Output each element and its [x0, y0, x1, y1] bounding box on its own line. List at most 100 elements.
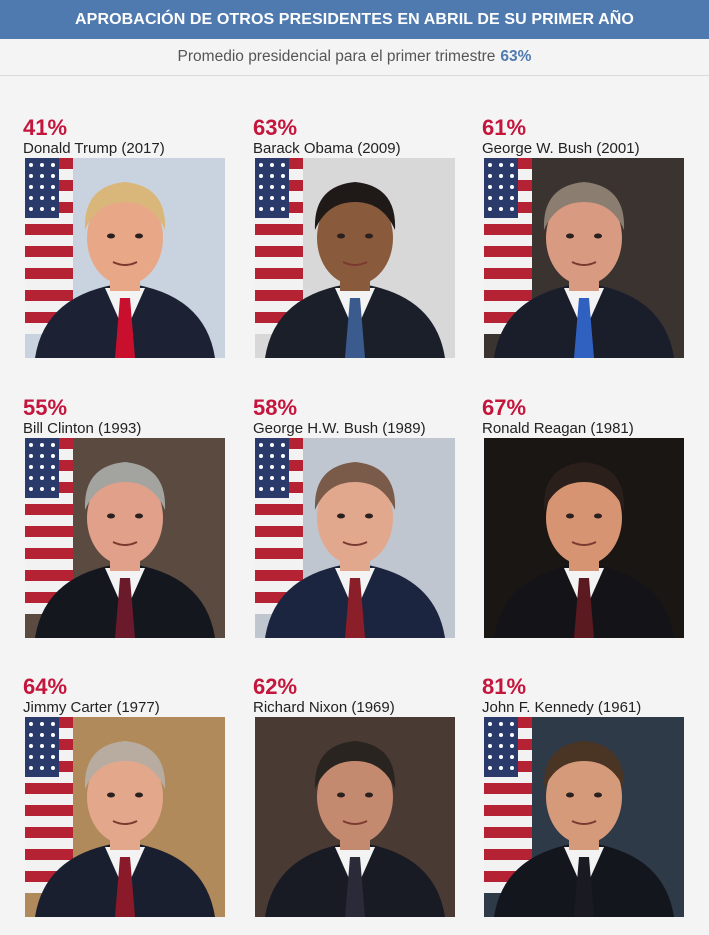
tie-shape — [115, 857, 135, 917]
hair-shape — [314, 462, 396, 510]
face-shape — [317, 750, 393, 844]
portrait-image — [25, 438, 225, 638]
tie-shape — [345, 578, 365, 638]
face-shape — [87, 191, 163, 285]
mouth — [112, 261, 138, 266]
portrait-image — [484, 717, 684, 917]
president-name: Barack Obama (2009) — [253, 140, 401, 157]
portrait-image — [255, 158, 455, 358]
eye-left — [337, 513, 345, 519]
hair-shape — [84, 741, 166, 789]
face-shape — [546, 191, 622, 285]
subtitle-text: Promedio presidencial para el primer tri… — [177, 48, 496, 65]
tie-shape — [574, 298, 594, 358]
tie-shape — [115, 578, 135, 638]
president-name: George H.W. Bush (1989) — [253, 420, 426, 437]
portrait-image — [25, 158, 225, 358]
president-portrait — [484, 717, 684, 917]
subtitle-bar: Promedio presidencial para el primer tri… — [0, 39, 709, 76]
portrait-image — [484, 158, 684, 358]
eye-left — [107, 233, 115, 239]
hair-shape — [543, 182, 625, 230]
approval-percentage: 61% — [482, 115, 527, 140]
mouth — [342, 541, 368, 546]
tie-shape — [115, 298, 135, 358]
eye-left — [566, 513, 574, 519]
approval-percentage: 81% — [482, 674, 527, 699]
eye-right — [594, 513, 602, 519]
approval-percentage: 62% — [253, 674, 298, 699]
tie-shape — [574, 857, 594, 917]
hair-shape — [84, 462, 166, 510]
us-flag-icon — [255, 438, 303, 614]
hair-shape — [543, 462, 625, 510]
approval-percentage: 64% — [23, 674, 68, 699]
president-name: Bill Clinton (1993) — [23, 420, 142, 437]
portrait-image — [255, 717, 455, 917]
eye-right — [365, 513, 373, 519]
mouth — [571, 820, 597, 825]
us-flag-icon — [484, 717, 532, 893]
eye-left — [566, 233, 574, 239]
face-shape — [317, 191, 393, 285]
approval-percentage: 63% — [253, 115, 298, 140]
eye-left — [107, 792, 115, 798]
president-name: Richard Nixon (1969) — [253, 699, 395, 716]
president-portrait — [255, 438, 455, 638]
face-shape — [546, 750, 622, 844]
face-shape — [87, 750, 163, 844]
mouth — [342, 820, 368, 825]
chart-title: APROBACIÓN DE OTROS PRESIDENTES EN ABRIL… — [75, 10, 634, 28]
tie-shape — [574, 578, 594, 638]
eye-right — [594, 792, 602, 798]
eye-left — [337, 792, 345, 798]
tie-shape — [345, 298, 365, 358]
approval-percentage: 55% — [23, 395, 68, 420]
face-shape — [546, 471, 622, 565]
president-name: Jimmy Carter (1977) — [23, 699, 160, 716]
eye-left — [337, 233, 345, 239]
mouth — [342, 261, 368, 266]
average-value: 63% — [500, 48, 532, 65]
president-name: John F. Kennedy (1961) — [482, 699, 642, 716]
face-shape — [317, 471, 393, 565]
mouth — [112, 820, 138, 825]
hair-shape — [314, 182, 396, 230]
hair-shape — [314, 741, 396, 789]
hair-shape — [84, 182, 166, 230]
us-flag-icon — [25, 438, 73, 614]
us-flag-icon — [255, 158, 303, 334]
president-name: Donald Trump (2017) — [23, 140, 165, 157]
eye-right — [365, 792, 373, 798]
eye-left — [107, 513, 115, 519]
approval-percentage: 58% — [253, 395, 298, 420]
mouth — [112, 541, 138, 546]
approval-percentage: 67% — [482, 395, 527, 420]
eye-right — [594, 233, 602, 239]
eye-left — [566, 792, 574, 798]
president-portrait — [484, 158, 684, 358]
president-portrait — [25, 158, 225, 358]
portrait-image — [25, 717, 225, 917]
portrait-image — [484, 438, 684, 638]
tie-shape — [345, 857, 365, 917]
eye-right — [135, 792, 143, 798]
eye-right — [135, 513, 143, 519]
president-name: George W. Bush (2001) — [482, 140, 640, 157]
mouth — [571, 541, 597, 546]
eye-right — [365, 233, 373, 239]
portrait-image — [255, 438, 455, 638]
title-banner: APROBACIÓN DE OTROS PRESIDENTES EN ABRIL… — [0, 0, 709, 39]
us-flag-icon — [25, 717, 73, 893]
approval-percentage: 41% — [23, 115, 68, 140]
us-flag-icon — [25, 158, 73, 334]
president-portrait — [255, 717, 455, 917]
president-portrait — [25, 717, 225, 917]
hair-shape — [543, 741, 625, 789]
mouth — [571, 261, 597, 266]
president-portrait — [25, 438, 225, 638]
president-name: Ronald Reagan (1981) — [482, 420, 634, 437]
president-portrait — [255, 158, 455, 358]
face-shape — [87, 471, 163, 565]
eye-right — [135, 233, 143, 239]
